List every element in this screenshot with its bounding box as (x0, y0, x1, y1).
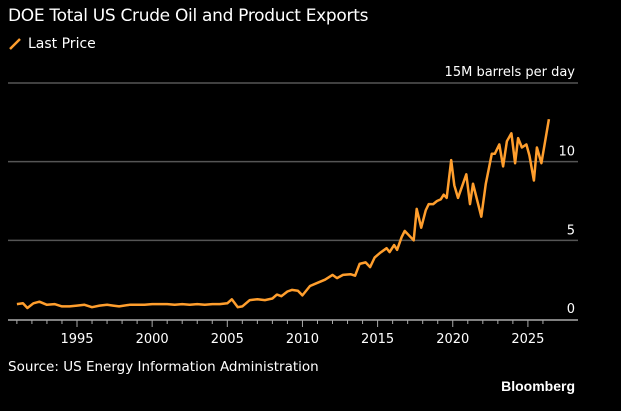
x-tick-label: 2020 (436, 332, 469, 347)
legend-line-icon (9, 38, 21, 50)
x-tick-label: 2000 (136, 332, 169, 347)
y-tick-label: 0 (567, 302, 575, 317)
y-tick-label: 5 (567, 223, 575, 238)
x-tick-label: 2010 (286, 332, 319, 347)
legend: Last Price (8, 36, 96, 52)
x-tick-label: 1995 (60, 332, 93, 347)
series-line-last-price (16, 118, 551, 310)
x-tick-label: 2015 (361, 332, 394, 347)
y-tick-label: 10 (558, 145, 575, 160)
legend-label: Last Price (28, 36, 96, 52)
chart-title: DOE Total US Crude Oil and Product Expor… (8, 6, 369, 26)
x-tick-label: 2025 (511, 332, 544, 347)
bloomberg-logo: Bloomberg (501, 378, 575, 394)
x-tick-label: 2005 (211, 332, 244, 347)
source-note: Source: US Energy Information Administra… (8, 359, 319, 375)
unit-label: 15M barrels per day (445, 65, 576, 80)
